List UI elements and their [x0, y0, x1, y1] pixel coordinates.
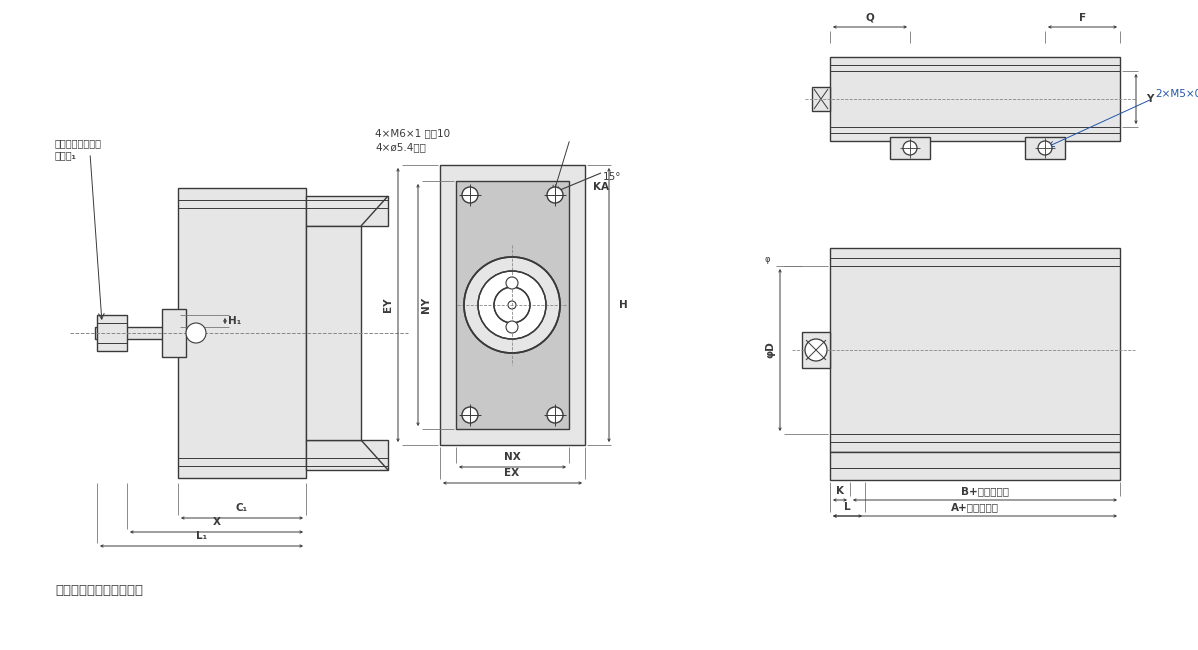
Bar	[305, 226, 361, 440]
Circle shape	[508, 301, 516, 309]
Bar	[801, 332, 830, 368]
Text: φ: φ	[764, 255, 770, 265]
Bar	[830, 248, 1120, 452]
Bar	[830, 57, 1120, 141]
Text: KA: KA	[593, 182, 609, 192]
Text: X: X	[212, 517, 220, 527]
Text: EX: EX	[504, 468, 520, 478]
Text: 4×M6×1 深き10: 4×M6×1 深き10	[375, 128, 450, 138]
Circle shape	[462, 187, 478, 203]
Text: H: H	[619, 300, 628, 310]
Circle shape	[547, 407, 563, 423]
Text: L: L	[845, 502, 851, 512]
Text: φD: φD	[766, 342, 775, 358]
Bar	[305, 440, 388, 470]
Bar	[456, 181, 569, 429]
Bar	[830, 452, 1120, 480]
Circle shape	[464, 257, 559, 353]
Text: 対辺Ｂ₁: 対辺Ｂ₁	[55, 150, 77, 160]
Bar	[305, 196, 388, 226]
Text: B+ストローク: B+ストローク	[961, 486, 1009, 496]
Ellipse shape	[484, 309, 539, 344]
Bar	[440, 165, 585, 445]
Text: 15°: 15°	[603, 172, 622, 182]
Circle shape	[1037, 141, 1052, 155]
Text: ロッド先端ナット: ロッド先端ナット	[55, 138, 102, 148]
Circle shape	[903, 141, 916, 155]
Circle shape	[506, 321, 518, 333]
Text: 2×M5×0.8: 2×M5×0.8	[1155, 89, 1198, 99]
Text: F: F	[1079, 13, 1087, 23]
Text: ロッド先端おねじの場合: ロッド先端おねじの場合	[55, 584, 143, 597]
Ellipse shape	[484, 265, 539, 300]
Text: NY: NY	[420, 297, 431, 313]
Bar	[890, 137, 930, 159]
Text: EY: EY	[383, 298, 393, 312]
Bar	[95, 327, 179, 339]
Circle shape	[186, 323, 206, 343]
Text: Y: Y	[1146, 94, 1154, 104]
Bar	[812, 87, 830, 111]
Text: H₁: H₁	[229, 316, 242, 326]
Circle shape	[478, 271, 546, 339]
Circle shape	[462, 407, 478, 423]
Bar	[1025, 137, 1065, 159]
Circle shape	[547, 187, 563, 203]
Text: L₁: L₁	[196, 531, 207, 541]
Text: 4×ø5.4通し: 4×ø5.4通し	[375, 142, 425, 152]
Text: A+ストローク: A+ストローク	[951, 502, 999, 512]
Bar	[97, 315, 127, 351]
Circle shape	[506, 277, 518, 289]
Text: K: K	[836, 486, 845, 496]
Bar	[179, 188, 305, 478]
Circle shape	[805, 339, 827, 361]
Text: C₁: C₁	[236, 503, 248, 513]
Circle shape	[494, 287, 530, 323]
Text: Q: Q	[866, 13, 875, 23]
Bar	[162, 309, 186, 357]
Text: NX: NX	[503, 452, 520, 462]
